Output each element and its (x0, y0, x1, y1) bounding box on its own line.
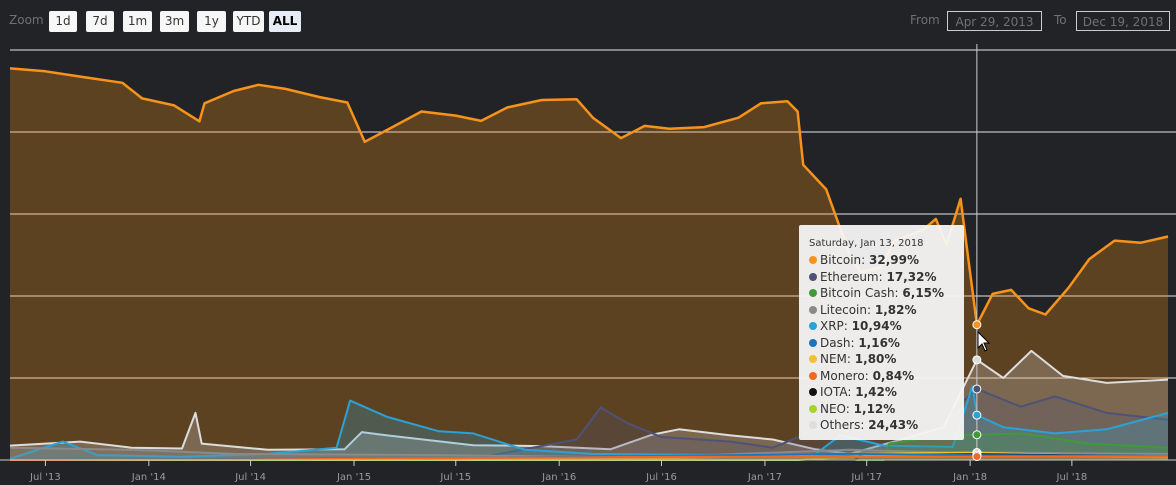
zoom-ytd-button[interactable]: YTD (233, 11, 264, 32)
tooltip-row: NEM: 1,80% (809, 351, 964, 368)
series-line (9, 67, 1169, 326)
series-dot-icon (809, 272, 817, 281)
x-tick-label: Jan '14 (131, 472, 166, 483)
hover-marker (972, 452, 982, 462)
x-tick-label: Jan '17 (747, 472, 782, 483)
tooltip-series-name: Monero: (820, 368, 873, 383)
zoom-1m-button[interactable]: 1m (123, 11, 152, 32)
tooltip-series-value: 1,82% (874, 302, 917, 317)
tooltip-series-value: 24,43% (868, 418, 919, 432)
tooltip-row: Dash: 1,16% (809, 335, 964, 352)
zoom-1d-button[interactable]: 1d (49, 11, 77, 32)
tooltip-series-value: 1,12% (853, 401, 896, 416)
tooltip-series-name: Ethereum: (820, 269, 887, 284)
tooltip-series-name: XRP: (820, 319, 852, 333)
tooltip-series-value: 17,32% (886, 269, 937, 284)
x-tick-label: Jul '14 (234, 472, 266, 483)
series-dot-icon (809, 289, 817, 297)
tooltip-row: Litecoin: 1,82% (809, 302, 964, 319)
tooltip-row: Ethereum: 17,32% (809, 269, 964, 286)
x-tick-label: Jul '15 (439, 472, 471, 483)
hover-marker (972, 355, 982, 365)
tooltip-series-value: 1,16% (858, 335, 900, 350)
series-line (9, 349, 1169, 455)
tooltip-series-value: 32,99% (869, 253, 919, 267)
tooltip-row: IOTA: 1,42% (809, 384, 964, 401)
x-tick-label: Jul '16 (645, 472, 677, 483)
series-dot-icon (809, 421, 817, 429)
zoom-7d-button[interactable]: 7d (86, 11, 114, 32)
tooltip-series-value: 0,84% (872, 368, 915, 383)
tooltip-row: NEO: 1,12% (809, 401, 964, 418)
hover-marker (972, 430, 982, 440)
from-date-input[interactable]: Apr 29, 2013 (947, 11, 1042, 31)
zoom-all-button[interactable]: ALL (269, 11, 301, 32)
tooltip-row: Monero: 0,84% (809, 368, 964, 385)
x-tick-label: Jul '17 (850, 472, 882, 483)
zoom-label: Zoom (9, 13, 44, 27)
tooltip-series-name: Others: (820, 418, 869, 432)
zoom-1y-button[interactable]: 1y (197, 11, 226, 32)
tooltip-row: Bitcoin: 32,99% (809, 252, 964, 269)
tooltip-series-name: IOTA: (820, 385, 856, 399)
tooltip-row: Bitcoin Cash: 6,15% (809, 285, 964, 302)
tooltip-series-value: 1,42% (855, 385, 897, 399)
tooltip-row: XRP: 10,94% (809, 318, 964, 335)
x-tick-label: Jan '16 (541, 472, 576, 483)
zoom-3m-button[interactable]: 3m (160, 11, 189, 32)
series-dot-icon (809, 256, 817, 264)
series-dot-icon (809, 388, 817, 396)
tooltip-series-name: NEO: (820, 401, 854, 416)
series-dot-icon (809, 404, 817, 413)
chart-tooltip: Saturday, Jan 13, 2018 Bitcoin: 32,99% Et… (799, 225, 964, 440)
x-tick-label: Jul '13 (29, 472, 61, 483)
series-dot-icon (809, 322, 817, 330)
hover-marker (972, 320, 982, 330)
tooltip-series-name: Litecoin: (820, 302, 875, 317)
to-label: To (1054, 13, 1067, 27)
tooltip-series-name: Bitcoin: (820, 253, 870, 267)
to-date-input[interactable]: Dec 19, 2018 (1076, 11, 1170, 31)
tooltip-series-value: 6,15% (902, 286, 945, 300)
hover-marker (972, 410, 982, 420)
x-tick-label: Jul '18 (1056, 472, 1088, 483)
mouse-cursor-icon (977, 330, 991, 352)
tooltip-series-value: 1,80% (854, 352, 897, 366)
series-dot-icon (809, 371, 817, 380)
x-tick-label: Jan '15 (336, 472, 371, 483)
tooltip-date: Saturday, Jan 13, 2018 (809, 238, 924, 249)
series-dot-icon (809, 338, 817, 347)
tooltip-series-value: 10,94% (851, 319, 902, 333)
hover-marker (972, 384, 982, 394)
tooltip-series-name: Dash: (820, 335, 859, 350)
from-label: From (910, 13, 940, 27)
series-dot-icon (809, 305, 817, 314)
tooltip-series-name: NEM: (820, 352, 855, 366)
tooltip-series-name: Bitcoin Cash: (820, 286, 903, 300)
tooltip-row: Others: 24,43% (809, 417, 964, 434)
x-tick-label: Jan '18 (952, 472, 987, 483)
range-selector: Zoom 1d 7d 1m 3m 1y YTD ALL From Apr 29,… (0, 0, 1176, 44)
series-dot-icon (809, 355, 817, 363)
